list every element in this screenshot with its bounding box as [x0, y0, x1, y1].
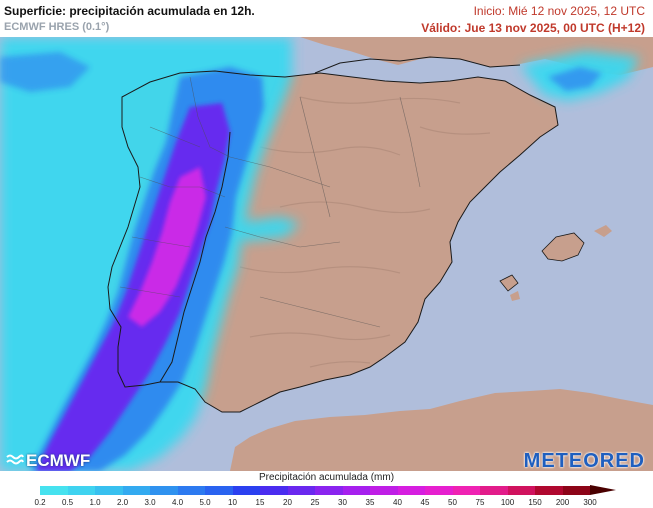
legend-color-cell — [480, 486, 508, 495]
legend-color-cell — [562, 486, 590, 495]
legend-color-cell — [67, 486, 95, 495]
legend: Precipitación acumulada (mm) 0.2 0.5 1.0 2.… — [0, 471, 653, 507]
legend-tick-label: 150 — [528, 498, 542, 507]
legend-tick-label: 75 — [475, 498, 485, 507]
legend-tick-label: 0.2 — [34, 498, 46, 507]
legend-color-cell — [205, 486, 233, 495]
valid-time: Válido: Jue 13 nov 2025, 00 UTC (H+12) — [421, 21, 645, 35]
map-header: Superficie: precipitación acumulada en 1… — [0, 0, 653, 37]
legend-color-scale — [40, 486, 590, 495]
legend-color-cell — [287, 486, 315, 495]
legend-color-cell — [232, 486, 260, 495]
legend-color-cell — [260, 486, 288, 495]
ecmwf-logo: ECMWF — [6, 451, 90, 471]
legend-color-cell — [177, 486, 205, 495]
legend-tick-label: 35 — [365, 498, 375, 507]
land-formentera — [510, 291, 520, 301]
legend-tick-label: 3.0 — [144, 498, 156, 507]
legend-tick-label: 0.5 — [61, 498, 74, 507]
land-africa — [230, 389, 653, 471]
legend-color-cell — [397, 486, 425, 495]
precipitation-map — [0, 37, 653, 471]
legend-tick-label: 20 — [283, 498, 292, 507]
legend-tick-label: 15 — [255, 498, 265, 507]
legend-color-cell — [425, 486, 453, 495]
legend-color-cell — [342, 486, 370, 495]
legend-color-cell — [150, 486, 178, 495]
legend-tick-label: 30 — [338, 498, 347, 507]
terrain-shading — [239, 96, 491, 368]
legend-tick-label: 40 — [393, 498, 402, 507]
legend-color-cell — [315, 486, 343, 495]
map-title: Superficie: precipitación acumulada en 1… — [4, 4, 255, 18]
legend-arrow — [590, 485, 616, 495]
region-borders — [119, 76, 421, 328]
legend-title: Precipitación acumulada (mm) — [258, 472, 395, 483]
country-borders — [107, 56, 559, 413]
precip-extreme — [128, 167, 206, 327]
legend-tick-label: 2.0 — [116, 498, 129, 507]
legend-tick-label: 50 — [448, 498, 457, 507]
legend-color-cell — [40, 486, 68, 495]
meteored-logo: METEORED — [523, 450, 645, 472]
legend-color-cell — [122, 486, 150, 495]
legend-tick-label: 1.0 — [89, 498, 101, 507]
legend-tick-label: 25 — [310, 498, 320, 507]
legend-tick-label: 100 — [500, 498, 515, 507]
land-menorca — [594, 225, 612, 237]
legend-tick-label: 5.0 — [199, 498, 211, 507]
legend-ticks: 0.2 0.5 1.0 2.0 3.0 4.0 5.0 10 15 20 25 30 35 40 45 50 7… — [0, 498, 653, 508]
init-time: Inicio: Mié 12 nov 2025, 12 UTC — [473, 4, 645, 18]
model-label: ECMWF HRES (0.1°) — [4, 21, 110, 33]
legend-color-cell — [370, 486, 398, 495]
legend-color-cell — [95, 486, 123, 495]
legend-tick-label: 4.0 — [171, 498, 184, 507]
legend-tick-label: 10 — [228, 498, 237, 507]
ecmwf-logo-text: ECMWF — [26, 451, 91, 470]
land-mallorca — [542, 233, 584, 261]
island-outlines — [499, 232, 585, 292]
legend-color-cell — [452, 486, 480, 495]
legend-tick-label: 300 — [583, 498, 597, 507]
legend-tick-label: 200 — [555, 498, 570, 507]
legend-color-cell — [507, 486, 535, 495]
land-france — [300, 37, 653, 75]
legend-color-cell — [535, 486, 563, 495]
legend-tick-label: 45 — [420, 498, 430, 507]
ecmwf-wave-icon — [6, 454, 24, 465]
